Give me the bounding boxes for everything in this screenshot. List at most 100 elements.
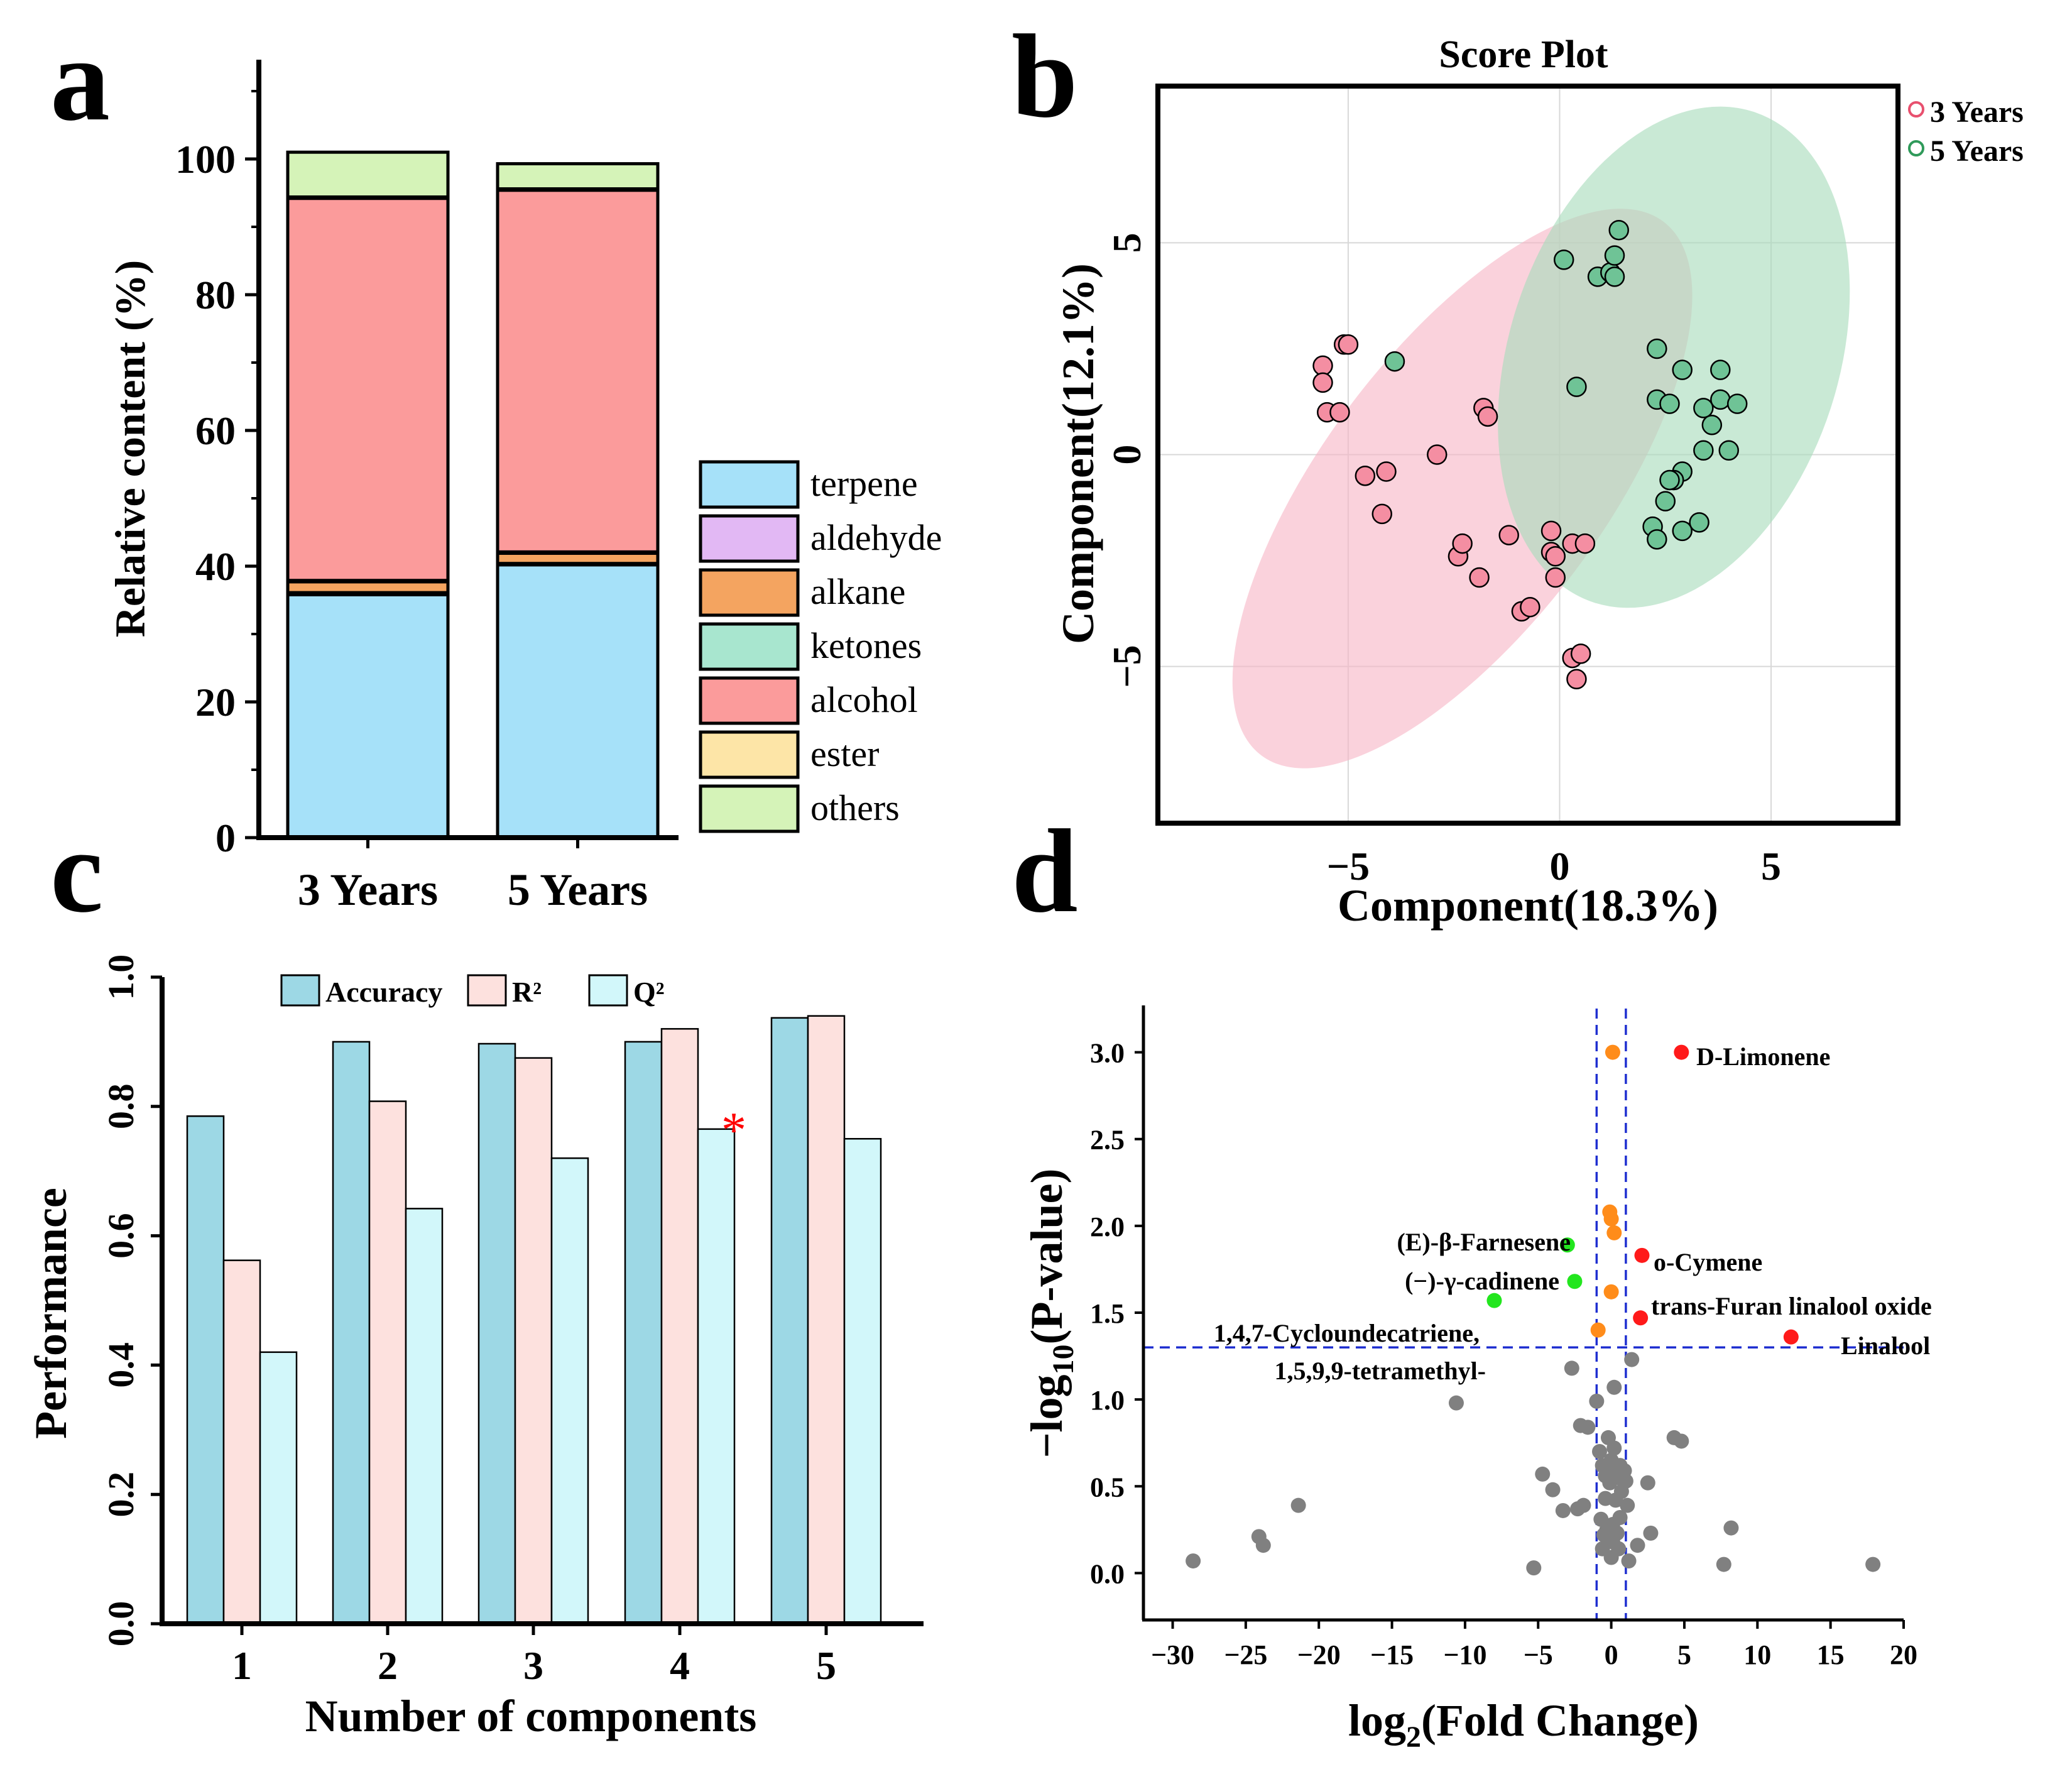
d-point-not-significant — [1592, 1444, 1607, 1460]
d-x-tick-label: −25 — [1224, 1639, 1267, 1670]
c-y-tick-label: 0.4 — [101, 1342, 141, 1388]
d-point-not-significant — [1643, 1525, 1659, 1541]
d-point-down — [1567, 1274, 1583, 1289]
d-point-not-significant — [1606, 1379, 1622, 1395]
b-plot-frame — [1155, 84, 1900, 826]
d-x-tick-label: 5 — [1677, 1639, 1691, 1670]
c-legend: Accuracy R² Q² — [280, 974, 665, 1008]
a-x-tick-label: 3 Years — [298, 865, 438, 915]
d-point-not-significant — [1716, 1556, 1731, 1572]
a-bar-segment-alcohol — [286, 197, 450, 583]
d-point-not-significant — [1255, 1538, 1271, 1553]
d-y-tick-label: 1.0 — [1090, 1385, 1125, 1416]
d-point-not-significant — [1545, 1482, 1561, 1497]
d-point-significant-nonFC — [1606, 1225, 1622, 1240]
d-compound-label: D-Limonene — [1696, 1042, 1830, 1071]
b-y-axis-label: Component(12.1%) — [1053, 263, 1103, 644]
d-point-not-significant — [1618, 1473, 1633, 1489]
c-bar-accuracy — [186, 1115, 225, 1625]
b-point-3-years — [1312, 372, 1333, 393]
a-legend-label-alcohol: alcohol — [810, 679, 918, 720]
c-y-tick-label: 1.0 — [101, 955, 141, 1000]
a-bar-segment-others — [286, 150, 450, 199]
d-point-not-significant — [1611, 1541, 1627, 1556]
c-best-component-asterisk: * — [721, 1103, 746, 1158]
d-x-tick-label: −10 — [1443, 1639, 1486, 1670]
d-point-not-significant — [1621, 1553, 1637, 1569]
b-point-5-years — [1693, 440, 1714, 461]
d-point-not-significant — [1535, 1466, 1551, 1482]
b-point-3-years — [1376, 461, 1397, 482]
b-point-5-years — [1608, 219, 1629, 241]
a-legend-swatch-alkane — [699, 568, 800, 617]
a-y-tick-label: 80 — [195, 273, 236, 317]
d-point-not-significant — [1186, 1553, 1201, 1569]
d-point-down — [1486, 1293, 1502, 1308]
d-x-tick-label: −15 — [1370, 1639, 1414, 1670]
d-y-tick-label: 0.5 — [1090, 1472, 1125, 1502]
a-legend-swatch-ketones — [699, 622, 800, 671]
b-point-5-years — [1659, 393, 1680, 414]
c-legend-swatch-q2 — [588, 974, 628, 1007]
a-y-tick-label: 20 — [195, 680, 236, 725]
d-point-not-significant — [1576, 1497, 1591, 1513]
d-x-tick-label: 20 — [1890, 1639, 1917, 1670]
d-point-not-significant — [1630, 1538, 1645, 1553]
c-bar-r2 — [514, 1057, 553, 1625]
c-y-axis-label: Performance — [26, 1188, 76, 1439]
d-point-up — [1633, 1310, 1649, 1326]
a-bar-segment-terpene — [496, 563, 660, 840]
a-y-tick-label: 40 — [195, 544, 236, 589]
d-compound-label: 1,5,9,9-tetramethyl- — [1274, 1357, 1486, 1385]
d-point-not-significant — [1620, 1497, 1635, 1513]
d-x-tick-label: 10 — [1743, 1639, 1771, 1670]
b-point-5-years — [1726, 393, 1748, 414]
b-legend-marker-5-years — [1908, 140, 1924, 156]
b-x-tick-label: 5 — [1761, 844, 1781, 889]
d-compound-label: trans-Furan linalool oxide — [1651, 1292, 1932, 1320]
b-point-3-years — [1570, 643, 1591, 664]
c-bar-q2 — [550, 1157, 589, 1625]
c-bar-q2 — [697, 1128, 736, 1625]
d-y-tick-label: 1.5 — [1090, 1298, 1125, 1329]
a-y-tick-label: 100 — [175, 137, 236, 182]
a-legend: terpene aldehyde alkane ketones alcohol ester… — [699, 460, 942, 833]
b-legend-label: 5 Years — [1930, 134, 2024, 168]
a-legend-swatch-terpene — [699, 460, 800, 509]
d-compound-label: Linalool — [1841, 1332, 1930, 1360]
a-legend-swatch-others — [699, 784, 800, 833]
b-point-5-years — [1710, 389, 1731, 410]
a-legend-swatch-alcohol — [699, 676, 800, 725]
b-point-5-years — [1384, 351, 1405, 372]
d-y-tick-label: 2.5 — [1090, 1125, 1125, 1156]
b-y-tick-label: 0 — [1104, 445, 1149, 465]
panel-label-b: b — [1011, 11, 1078, 143]
a-legend-swatch-aldehyde — [699, 514, 800, 563]
b-point-5-years — [1655, 491, 1676, 512]
b-point-5-years — [1701, 415, 1723, 435]
b-y-tick-label: −5 — [1104, 645, 1149, 687]
b-point-3-years — [1498, 525, 1519, 545]
b-point-3-years — [1371, 503, 1393, 525]
b-point-3-years — [1477, 406, 1498, 427]
d-x-tick-label: 0 — [1605, 1639, 1618, 1670]
d-point-significant-nonFC — [1603, 1211, 1619, 1227]
d-y-tick-label: 3.0 — [1090, 1038, 1125, 1069]
b-point-3-years — [1312, 355, 1333, 376]
a-legend-label-aldehyde: aldehyde — [810, 517, 942, 558]
d-point-not-significant — [1674, 1433, 1689, 1449]
d-x-tick-label: 15 — [1817, 1639, 1845, 1670]
a-bar-segment-terpene — [286, 593, 450, 840]
c-bar-r2 — [222, 1259, 261, 1625]
c-x-axis-label: Number of components — [305, 1691, 757, 1741]
c-x-tick-label: 2 — [378, 1643, 398, 1688]
d-point-not-significant — [1624, 1352, 1640, 1367]
b-point-3-years — [1427, 444, 1448, 465]
a-legend-label-terpene: terpene — [810, 463, 918, 504]
c-bar-accuracy — [332, 1041, 371, 1625]
d-point-not-significant — [1290, 1497, 1306, 1513]
b-x-tick-label: −5 — [1327, 844, 1370, 889]
d-point-not-significant — [1612, 1510, 1628, 1525]
b-point-5-years — [1647, 529, 1667, 550]
d-x-axis-label: log2(Fold Change) — [1348, 1695, 1699, 1754]
